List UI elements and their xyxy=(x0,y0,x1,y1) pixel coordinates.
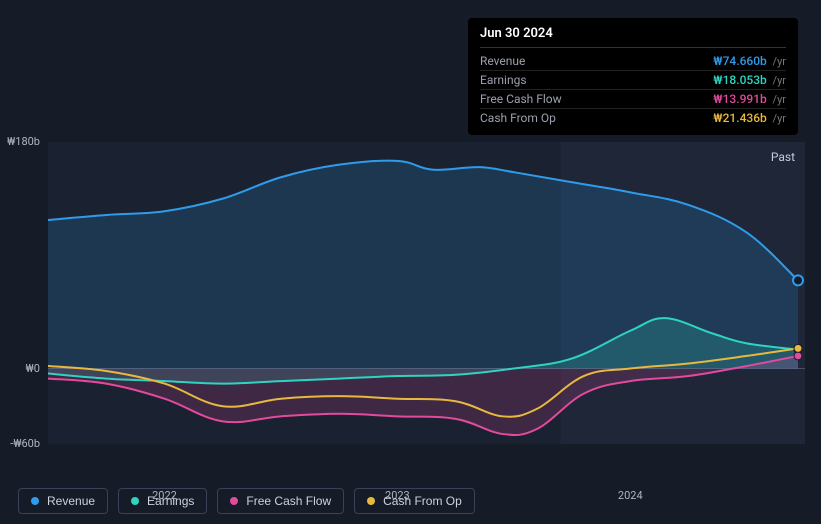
tooltip-metric-value: ₩18.053b /yr xyxy=(713,73,786,87)
legend-toggle[interactable]: Free Cash Flow xyxy=(217,488,344,514)
legend-dot-icon xyxy=(230,497,238,505)
legend-toggle[interactable]: Revenue xyxy=(18,488,108,514)
y-axis-tick: -₩60b xyxy=(0,437,40,450)
x-axis-tick: 2024 xyxy=(618,489,643,502)
legend-toggle[interactable]: Earnings xyxy=(118,488,207,514)
legend-label: Revenue xyxy=(47,494,95,508)
legend-dot-icon xyxy=(367,497,375,505)
past-label: Past xyxy=(771,150,795,164)
tooltip-metric-value: ₩74.660b /yr xyxy=(713,54,786,68)
chart-legend: Revenue Earnings Free Cash Flow Cash From O… xyxy=(18,488,475,514)
tooltip-metric-label: Free Cash Flow xyxy=(480,92,562,106)
legend-label: Cash From Op xyxy=(383,494,462,508)
legend-dot-icon xyxy=(131,497,139,505)
data-tooltip: Jun 30 2024 Revenue ₩74.660b /yr Earnings ₩… xyxy=(468,18,798,135)
tooltip-row: Cash From Op ₩21.436b /yr xyxy=(480,109,786,127)
tooltip-metric-label: Cash From Op xyxy=(480,111,556,125)
plot-area[interactable]: Past xyxy=(48,142,805,444)
y-axis-tick: ₩0 xyxy=(0,362,40,375)
financials-chart: Past ₩180b₩0-₩60b 202220232024 xyxy=(18,120,805,480)
legend-toggle[interactable]: Cash From Op xyxy=(354,488,475,514)
tooltip-row: Earnings ₩18.053b /yr xyxy=(480,71,786,90)
tooltip-row: Free Cash Flow ₩13.991b /yr xyxy=(480,90,786,109)
legend-dot-icon xyxy=(31,497,39,505)
legend-label: Free Cash Flow xyxy=(246,494,331,508)
tooltip-metric-label: Earnings xyxy=(480,73,527,87)
tooltip-date: Jun 30 2024 xyxy=(480,26,786,48)
y-axis-tick: ₩180b xyxy=(0,135,40,148)
tooltip-metric-value: ₩13.991b /yr xyxy=(713,92,786,106)
tooltip-metric-label: Revenue xyxy=(480,54,525,68)
tooltip-metric-value: ₩21.436b /yr xyxy=(713,111,786,125)
legend-label: Earnings xyxy=(147,494,194,508)
tooltip-row: Revenue ₩74.660b /yr xyxy=(480,52,786,71)
